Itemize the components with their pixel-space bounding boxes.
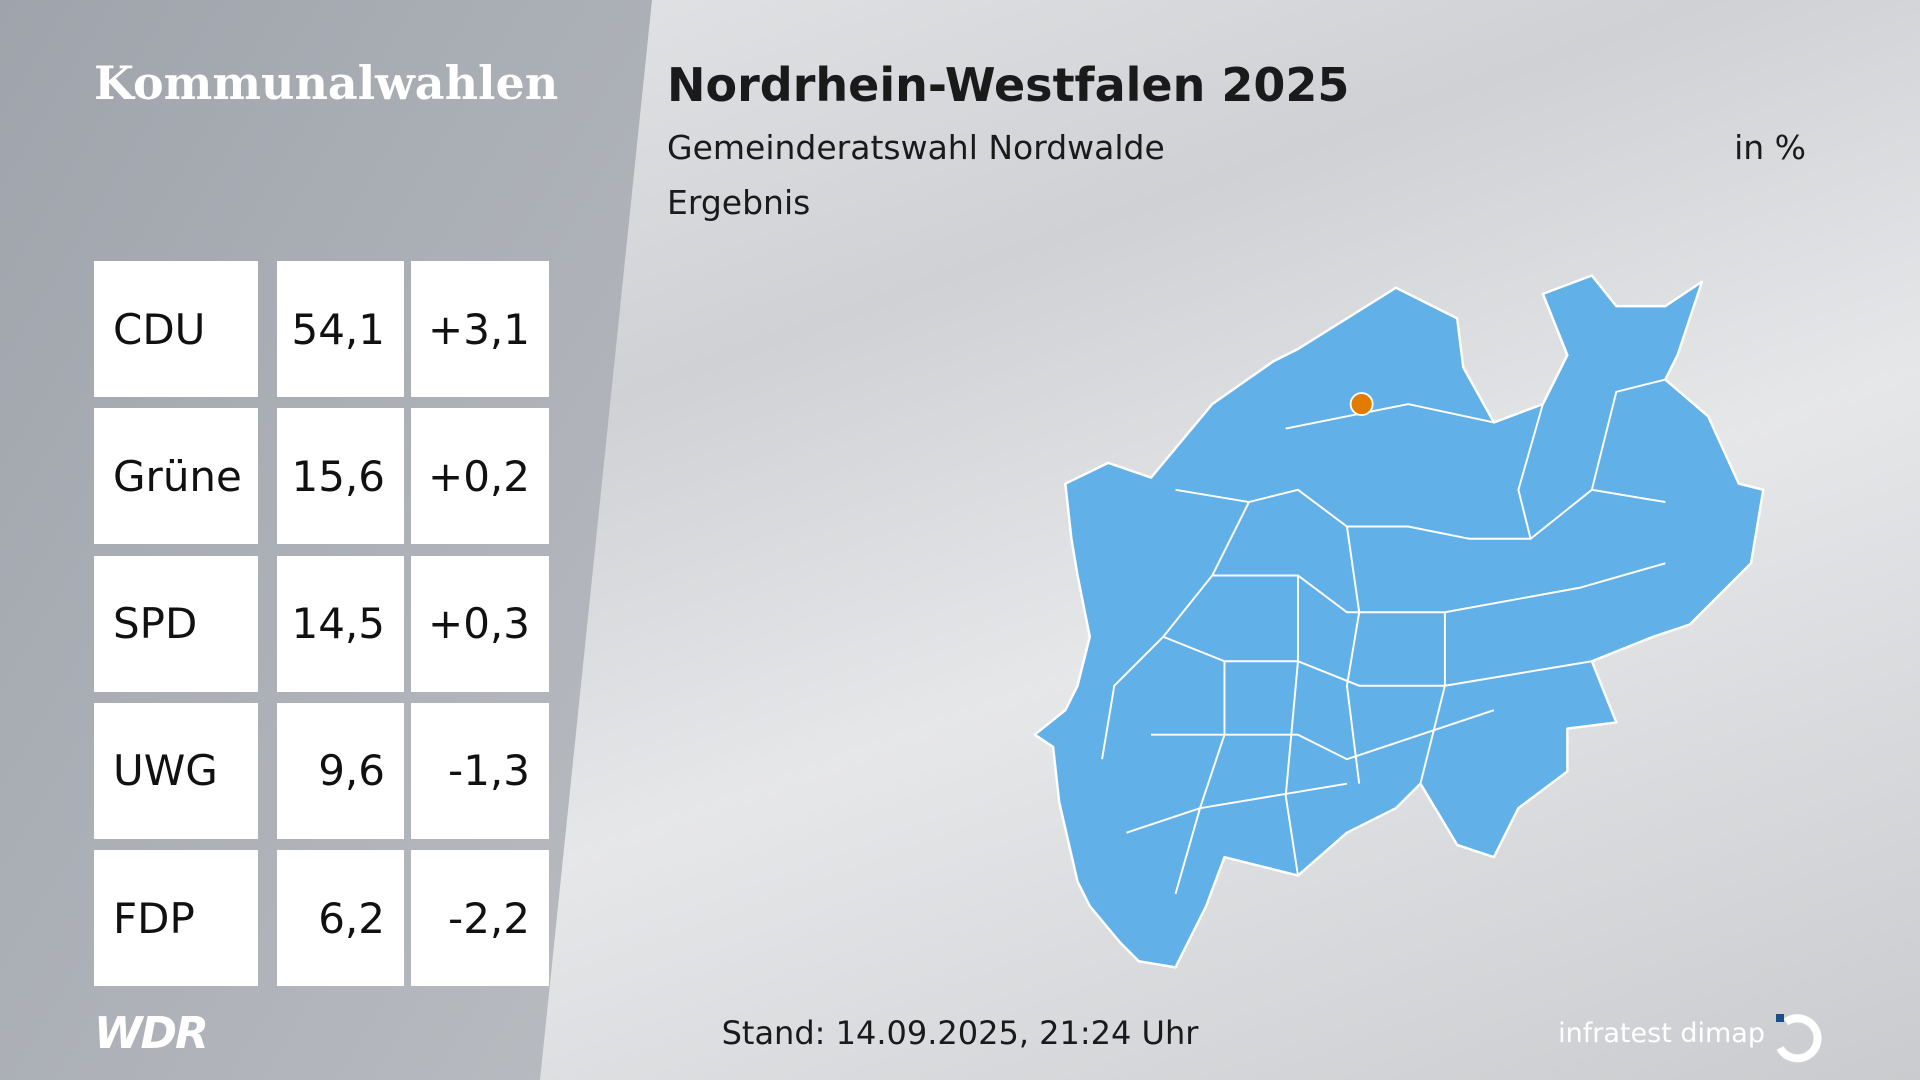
timestamp: Stand: 14.09.2025, 21:24 Uhr xyxy=(721,1014,1199,1052)
change-cell: -1,3 xyxy=(411,702,549,839)
party-cell: Grüne xyxy=(94,408,258,545)
title: Nordrhein-Westfalen 2025 xyxy=(667,58,1350,112)
logo: WDR xyxy=(94,1008,209,1059)
source: infratest dimap xyxy=(1558,1018,1765,1049)
party-cell: CDU xyxy=(94,261,258,397)
party-cell: FDP xyxy=(94,850,258,987)
status: Ergebnis xyxy=(667,183,811,222)
district-borders xyxy=(1101,378,1666,895)
share-cell: 15,6 xyxy=(277,408,404,545)
state-outline xyxy=(1033,274,1765,969)
party-cell: SPD xyxy=(94,555,258,692)
change-cell: -2,2 xyxy=(411,850,549,987)
map xyxy=(1033,274,1765,969)
change-cell: +0,3 xyxy=(411,555,549,692)
party-cell: UWG xyxy=(94,702,258,839)
unit: in % xyxy=(1734,128,1806,167)
share-cell: 6,2 xyxy=(277,850,404,987)
share-cell: 14,5 xyxy=(277,555,404,692)
brand: Kommunalwahlen xyxy=(94,56,559,110)
change-cell: +3,1 xyxy=(411,261,549,397)
share-cell: 9,6 xyxy=(277,702,404,839)
subtitle: Gemeinderatswahl Nordwalde xyxy=(667,128,1165,167)
location-marker xyxy=(1349,392,1374,417)
share-cell: 54,1 xyxy=(277,261,404,397)
change-cell: +0,2 xyxy=(411,408,549,545)
source-logo-icon xyxy=(1776,1014,1822,1063)
